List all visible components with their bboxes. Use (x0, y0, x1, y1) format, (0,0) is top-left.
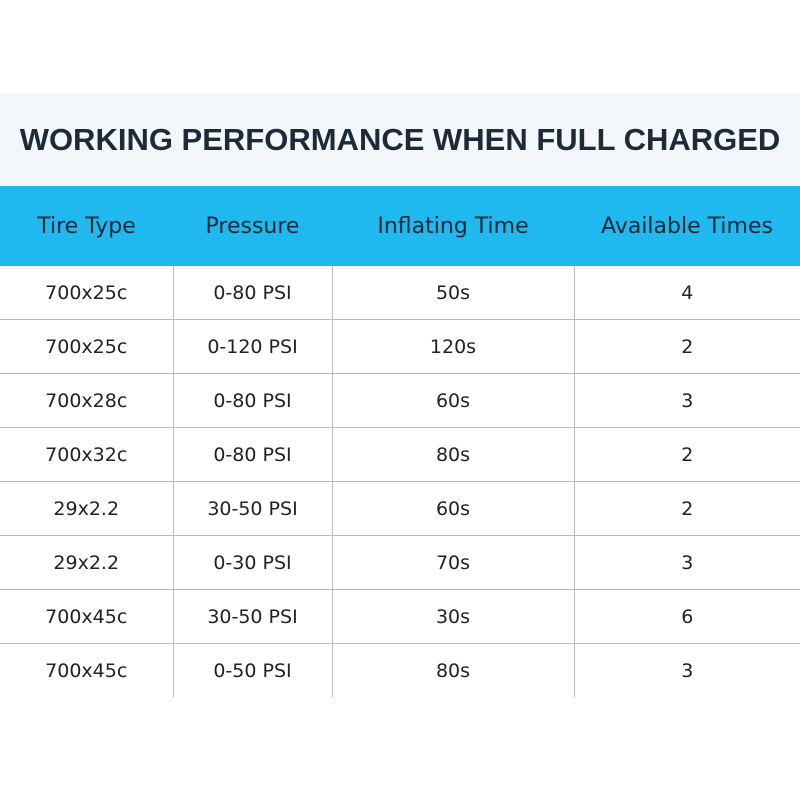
table-cell: 3 (574, 373, 800, 428)
table-cell: 0-80 PSI (173, 427, 333, 482)
table-row: 700x28c 0-80 PSI 60s 3 (0, 373, 800, 428)
table-row: 700x32c 0-80 PSI 80s 2 (0, 427, 800, 482)
table-cell: 29x2.2 (0, 481, 174, 536)
header-cell: Inflating Time (332, 186, 574, 266)
table-cell: 120s (332, 319, 575, 374)
table: Tire Type Pressure Inflating Time Available… (0, 186, 800, 697)
table-cell: 30-50 PSI (173, 481, 333, 536)
table-cell: 2 (574, 319, 800, 374)
table-cell: 30s (332, 589, 575, 644)
table-cell: 0-50 PSI (173, 643, 333, 697)
table-cell: 0-120 PSI (173, 319, 333, 374)
table-cell: 700x45c (0, 589, 174, 644)
table-cell: 700x25c (0, 319, 174, 374)
table-row: 700x25c 0-80 PSI 50s 4 (0, 266, 800, 320)
table-cell: 3 (681, 659, 694, 682)
table-cell: 700x25c (0, 266, 174, 320)
table-cell: 70s (332, 535, 575, 590)
header-cell: Available Times (574, 186, 800, 266)
table-body: 700x25c 0-80 PSI 50s 4 700x25c 0-120 PSI 120s 2… (0, 266, 800, 697)
table-cell: 2 (574, 481, 800, 536)
table-row: 29x2.2 0-30 PSI 70s 3 (0, 535, 800, 590)
table-cell: 80s (332, 643, 575, 697)
table-cell: 80s (332, 427, 575, 482)
header-row: Tire Type Pressure Inflating Time Available… (0, 186, 800, 266)
table-row: 29x2.2 30-50 PSI 60s 2 (0, 481, 800, 536)
table-cell: 3 (574, 535, 800, 590)
table-cell: 700x45c (0, 643, 174, 697)
table-row: 700x45c 30-50 PSI 30s 6 (0, 589, 800, 644)
header-cell: Tire Type (0, 186, 173, 266)
table-row: 700x25c 0-120 PSI 120s 2 (0, 319, 800, 374)
table-cell: 2 (574, 427, 800, 482)
table-cell: 50s (332, 266, 575, 320)
table-cell: 30-50 PSI (173, 589, 333, 644)
table-row: 700x45c 0-50 PSI 80s 3 (0, 643, 800, 697)
table-cell: 60s (332, 481, 575, 536)
table-cell: 700x32c (0, 427, 174, 482)
table-cell: 60s (332, 373, 575, 428)
table-cell: 0-80 PSI (173, 373, 333, 428)
table-cell: 0-30 PSI (173, 535, 333, 590)
table-cell: 29x2.2 (0, 535, 174, 590)
table-cell: 4 (574, 266, 800, 320)
table-cell: 0-80 PSI (173, 266, 333, 320)
table-cell: 700x28c (0, 373, 174, 428)
table-cell: 6 (574, 589, 800, 644)
header-cell: Pressure (173, 186, 332, 266)
title: WORKING PERFORMANCE WHEN FULL CHARGED (19, 122, 781, 157)
